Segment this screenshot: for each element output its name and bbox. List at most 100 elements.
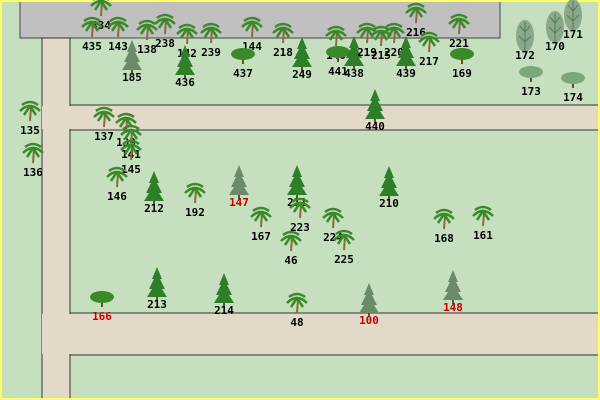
tree	[356, 22, 378, 44]
tree	[472, 205, 494, 227]
tree	[107, 16, 129, 38]
tree	[229, 165, 249, 199]
fronds	[356, 22, 378, 38]
canopy	[287, 165, 307, 195]
tree-label: 441	[328, 65, 348, 78]
tree	[379, 166, 399, 200]
road	[69, 312, 600, 356]
tree-label: 136	[23, 166, 43, 179]
tree-label: 173	[521, 85, 541, 98]
fronds	[81, 16, 103, 32]
tree	[106, 166, 128, 188]
tree	[322, 207, 344, 229]
tree	[292, 37, 312, 71]
tree	[22, 142, 44, 164]
tree-label: 169	[452, 67, 472, 80]
tree	[396, 36, 416, 70]
fronds	[90, 0, 112, 11]
tree-label: 213	[147, 298, 167, 311]
fronds	[184, 182, 206, 198]
fronds	[418, 31, 440, 47]
tree	[81, 16, 103, 38]
fronds	[120, 139, 142, 155]
tree	[120, 139, 142, 161]
tree-label: 439	[396, 67, 416, 80]
canopy	[379, 166, 399, 196]
tree	[154, 13, 176, 35]
fronds	[333, 229, 355, 245]
fronds	[289, 197, 311, 213]
tree-label: 217	[419, 55, 439, 68]
tree-label: 239	[201, 46, 221, 59]
tree	[370, 25, 392, 47]
tree-label: 221	[449, 37, 469, 50]
branches	[566, 1, 580, 31]
fronds	[120, 124, 142, 140]
tree	[405, 2, 427, 24]
tree	[564, 0, 582, 31]
tree-label: 161	[473, 229, 493, 242]
tree	[241, 16, 263, 38]
tree	[418, 31, 440, 53]
tree	[450, 48, 474, 64]
fronds	[322, 207, 344, 223]
building	[19, 0, 501, 39]
tree-label: 167	[251, 230, 271, 243]
tree-label: 438	[344, 67, 364, 80]
tree	[122, 40, 142, 74]
tree-label: 224	[323, 231, 343, 244]
tree-label: 435	[82, 40, 102, 53]
canopy	[231, 48, 255, 60]
fronds	[280, 230, 302, 246]
branches	[548, 13, 562, 43]
fronds	[448, 13, 470, 29]
tree-label: 138	[137, 43, 157, 56]
tree	[561, 72, 585, 88]
tree-label: 216	[406, 26, 426, 39]
canopy	[450, 48, 474, 60]
tree-label: 437	[233, 67, 253, 80]
tree-label: 174	[563, 91, 583, 104]
tree	[546, 11, 564, 43]
canopy	[147, 267, 167, 297]
tree-label: 225	[334, 253, 354, 266]
tree-label: 143	[108, 40, 128, 53]
tree	[90, 0, 112, 17]
fronds	[136, 19, 158, 35]
tree	[144, 171, 164, 205]
road-joint	[42, 314, 71, 354]
tree-label: 212	[144, 202, 164, 215]
canopy	[229, 165, 249, 195]
tree-label: 172	[515, 49, 535, 62]
fronds	[325, 25, 347, 41]
canopy	[122, 40, 142, 70]
tree-label: 436	[175, 76, 195, 89]
canopy	[359, 283, 379, 313]
fronds	[22, 142, 44, 158]
tree	[176, 23, 198, 45]
tree-label: 147	[229, 196, 249, 209]
fronds	[383, 22, 405, 38]
road	[69, 104, 600, 131]
fronds	[433, 208, 455, 224]
tree	[175, 45, 195, 79]
canopy	[344, 36, 364, 66]
tree-label: 210	[379, 197, 399, 210]
tree	[365, 89, 385, 123]
tree-label: 218	[273, 46, 293, 59]
fronds	[19, 100, 41, 116]
canopy	[365, 89, 385, 119]
fronds	[154, 13, 176, 29]
canopy	[144, 171, 164, 201]
tree-label: 249	[292, 68, 312, 81]
tree-label: 215	[371, 49, 391, 62]
tree	[93, 106, 115, 128]
tree-label: 219	[357, 46, 377, 59]
tree	[231, 48, 255, 64]
tree-label: 214	[214, 304, 234, 317]
tree	[326, 46, 350, 62]
tree-label: 48	[290, 316, 303, 329]
tree-label: 135	[20, 124, 40, 137]
fronds	[93, 106, 115, 122]
